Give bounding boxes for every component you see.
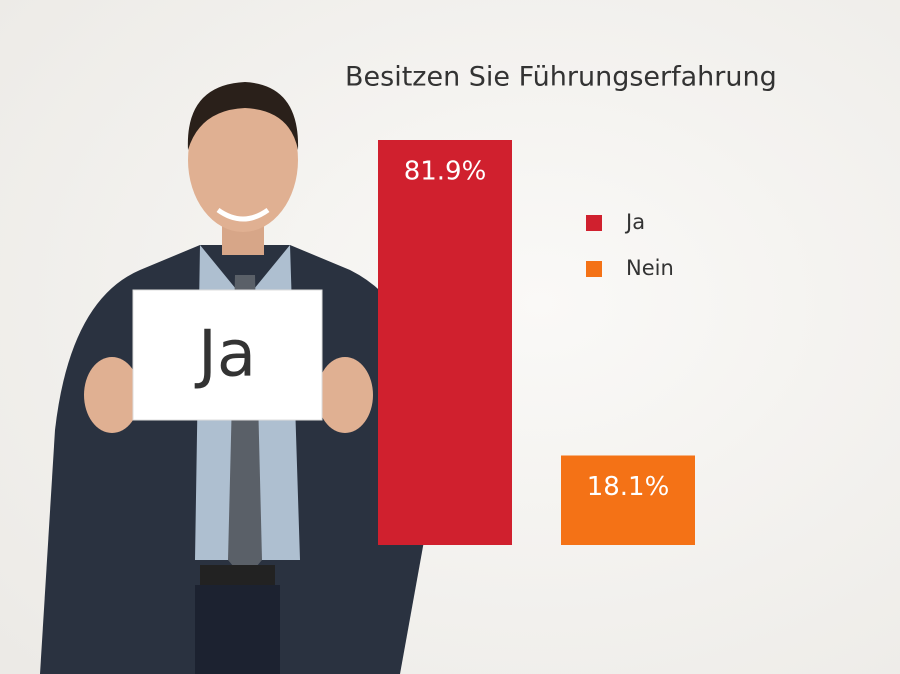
legend-label: Ja [624,210,645,234]
data-label: 81.9% [404,157,487,187]
chart-title: Besitzen Sie Führungserfahrung [345,62,777,93]
legend-swatch [586,215,602,231]
data-label: 18.1% [587,472,670,502]
bar [378,140,512,545]
photo-man: Ja [40,82,435,674]
bar [561,455,695,545]
legend-label: Nein [626,256,674,280]
sign-text: Ja [194,318,256,392]
legend-swatch [586,261,602,277]
